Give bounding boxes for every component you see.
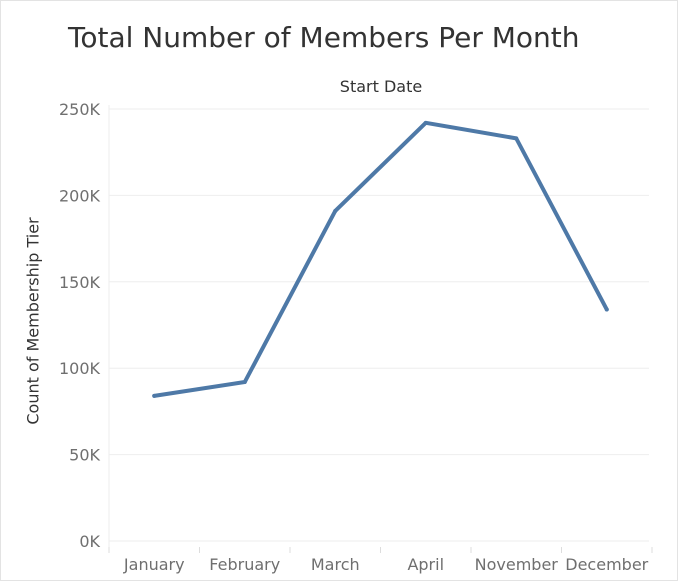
- x-tick-label: February: [209, 555, 280, 574]
- series-layer: [152, 120, 609, 398]
- data-point: [514, 136, 519, 141]
- data-point: [423, 120, 428, 125]
- y-tick-label: 200K: [59, 186, 101, 205]
- y-axis-tick-labels: 0K 50K 100K 150K 200K 250K: [59, 100, 101, 551]
- series-line: [152, 120, 609, 398]
- chart-title: Total Number of Members Per Month: [68, 21, 580, 54]
- y-tick-label: 250K: [59, 100, 101, 119]
- data-point: [604, 307, 609, 312]
- x-tick-label: January: [123, 555, 185, 574]
- x-tick-label: April: [407, 555, 444, 574]
- y-tick-label: 50K: [69, 446, 100, 465]
- x-column-header: Start Date: [339, 77, 423, 96]
- y-tick-label: 100K: [59, 359, 101, 378]
- x-tick-label: December: [565, 555, 648, 574]
- x-tick-label: March: [311, 555, 360, 574]
- x-axis-tick-labels: January February March April November Decembe…: [123, 555, 649, 574]
- data-point: [152, 393, 157, 398]
- data-point: [333, 208, 338, 213]
- data-point: [242, 380, 247, 385]
- y-tick-label: 150K: [59, 273, 101, 292]
- gridlines: [108, 105, 653, 553]
- y-tick-label: 0K: [79, 532, 100, 551]
- x-tick-label: November: [475, 555, 559, 574]
